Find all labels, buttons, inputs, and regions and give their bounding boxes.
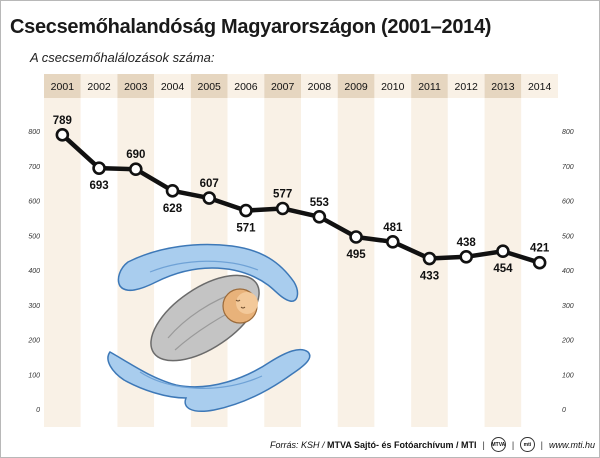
data-label: 438 xyxy=(457,237,477,249)
y-tick-label-right: 200 xyxy=(561,338,574,345)
data-label: 495 xyxy=(346,249,366,261)
data-label: 789 xyxy=(53,115,72,127)
data-point xyxy=(349,230,363,244)
year-column-2010 xyxy=(374,98,412,427)
year-header-cell-2010 xyxy=(374,74,412,98)
year-header-cell-2006 xyxy=(227,74,265,98)
y-tick-label-left: 800 xyxy=(28,129,40,136)
data-point xyxy=(55,128,70,142)
data-label: 433 xyxy=(420,271,439,283)
y-tick-label-left: 300 xyxy=(28,303,40,310)
x-tick-label: 2011 xyxy=(418,81,441,93)
year-header-cell-2003 xyxy=(117,74,155,98)
baby-icon xyxy=(150,274,260,362)
y-tick-label-right: 0 xyxy=(562,407,566,414)
data-label: 481 xyxy=(383,222,403,234)
data-point xyxy=(92,161,106,175)
protecting-hands-illustration xyxy=(107,243,311,412)
year-column-2002 xyxy=(80,98,118,427)
bottom-hand-shape xyxy=(107,348,311,412)
data-label: 577 xyxy=(273,188,292,200)
y-tick-label-right: 100 xyxy=(562,372,574,379)
chart-subtitle: A csecsemőhalálozások száma: xyxy=(30,50,215,65)
data-point xyxy=(532,255,547,270)
y-tick-label-left: 400 xyxy=(28,268,40,275)
y-tick-label-right: 400 xyxy=(562,268,574,275)
year-column-2013 xyxy=(484,98,522,427)
data-label: 693 xyxy=(89,180,108,192)
year-header-cell-2005 xyxy=(190,74,228,98)
y-tick-label-left: 500 xyxy=(28,233,40,240)
x-tick-label: 2010 xyxy=(381,81,405,93)
year-header-cell-2004 xyxy=(154,74,191,98)
y-tick-label-right: 600 xyxy=(562,199,574,206)
data-label: 454 xyxy=(493,263,513,275)
year-header-cell-2001 xyxy=(44,74,81,98)
y-tick-label-left: 600 xyxy=(28,199,40,206)
y-tick-label-left: 200 xyxy=(27,338,40,345)
x-tick-label: 2012 xyxy=(455,81,479,93)
top-hand-shape xyxy=(117,243,299,302)
data-point xyxy=(275,201,290,216)
x-tick-label: 2005 xyxy=(198,81,222,93)
year-header-cell-2007 xyxy=(264,74,301,98)
y-tick-label-left: 700 xyxy=(28,164,40,171)
year-column-2008 xyxy=(301,98,338,427)
website-link[interactable]: www.mti.hu xyxy=(548,439,595,450)
year-header-cell-2011 xyxy=(411,74,448,98)
year-header-cell-2008 xyxy=(301,74,338,98)
x-tick-label: 2006 xyxy=(234,81,258,93)
data-point xyxy=(496,244,510,259)
year-header-cell-2014 xyxy=(521,74,558,98)
x-tick-label: 2007 xyxy=(271,81,295,93)
footer: Forrás: KSH / MTVA Sajtó- és Fotóarchívu… xyxy=(270,437,595,452)
page-title: Csecsemőhalandóság Magyarországon (2001–… xyxy=(10,16,492,38)
year-header-cell-2002 xyxy=(80,74,118,98)
data-label: 607 xyxy=(200,178,219,190)
data-label: 421 xyxy=(530,243,550,255)
x-tick-label: 2001 xyxy=(51,81,75,93)
year-column-2009 xyxy=(337,98,375,427)
source-credit: Forrás: KSH / MTVA Sajtó- és Fotóarchívu… xyxy=(270,439,477,450)
data-point xyxy=(239,203,253,218)
data-point xyxy=(422,251,437,266)
x-tick-label: 2013 xyxy=(491,81,515,93)
y-tick-label-right: 800 xyxy=(562,129,574,136)
year-header-cell-2009 xyxy=(337,74,375,98)
x-tick-label: 2008 xyxy=(308,81,332,93)
year-header-cell-2012 xyxy=(447,74,485,98)
mti-logo-icon: mti xyxy=(520,437,535,452)
mtva-logo-icon: MTVA xyxy=(490,437,506,452)
data-point xyxy=(128,162,143,177)
x-tick-label: 2003 xyxy=(124,81,148,93)
year-header-cell-2013 xyxy=(484,74,522,98)
data-point xyxy=(385,235,400,249)
y-tick-label-left: 0 xyxy=(36,407,40,414)
data-point xyxy=(459,249,474,264)
data-point xyxy=(165,183,180,198)
x-tick-label: 2004 xyxy=(161,81,185,93)
x-tick-label: 2014 xyxy=(528,81,552,93)
x-tick-label: 2002 xyxy=(87,81,111,93)
year-column-2001 xyxy=(44,98,81,427)
data-point xyxy=(312,210,327,224)
data-label: 553 xyxy=(310,197,329,209)
data-label: 690 xyxy=(126,149,145,161)
y-tick-label-right: 700 xyxy=(562,164,574,171)
y-tick-label-right: 300 xyxy=(562,303,574,310)
data-label: 571 xyxy=(236,223,256,235)
y-tick-label-left: 100 xyxy=(28,372,40,379)
y-tick-label-right: 500 xyxy=(562,233,574,240)
data-label: 628 xyxy=(163,203,183,215)
data-point xyxy=(202,191,217,205)
x-tick-label: 2009 xyxy=(344,81,368,93)
